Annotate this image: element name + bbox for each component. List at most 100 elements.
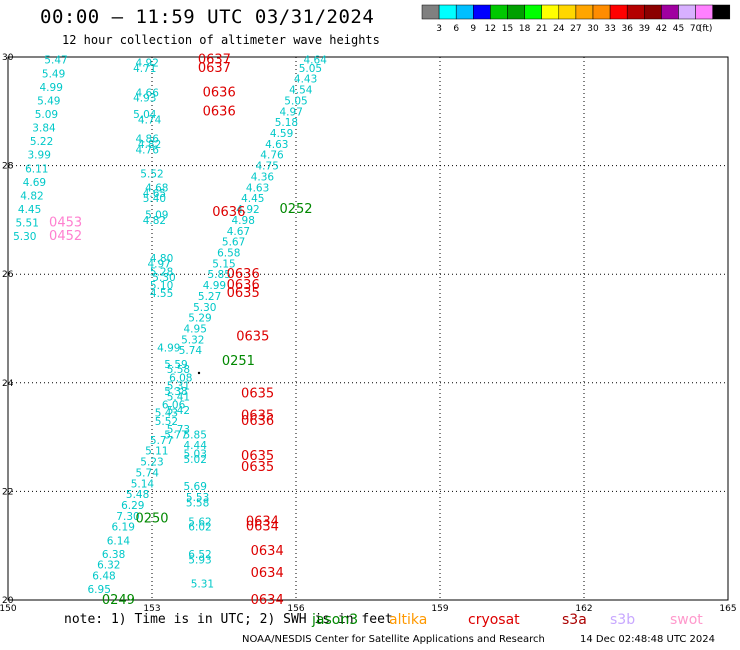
wave-height-label: 5.85 — [184, 429, 207, 441]
wave-height-label: 5.42 — [167, 405, 190, 417]
legend-jason3: jason3 — [312, 612, 359, 628]
x-tick-label: 153 — [143, 604, 160, 614]
wave-height-label: 4.99 — [203, 280, 226, 292]
wave-height-label: 4.92 — [236, 204, 259, 216]
wave-height-label: 4.99 — [157, 343, 180, 355]
colorbar-swatch — [695, 4, 713, 20]
wave-height-label: 6.02 — [188, 522, 211, 534]
pass-time-label: 0637 — [198, 61, 231, 76]
colorbar-label: 24 — [553, 24, 565, 34]
wave-height-label: 5.85 — [208, 269, 231, 281]
wave-height-label: 5.27 — [198, 291, 221, 303]
wave-height-label: 6.29 — [121, 500, 144, 512]
wave-height-label: 4.76 — [260, 150, 284, 162]
wave-height-label: 4.67 — [227, 226, 250, 238]
pass-time-label: 0635 — [241, 449, 274, 464]
colorbar-unit: (ft) — [699, 24, 713, 34]
wave-height-label: 4.98 — [232, 215, 255, 227]
wave-height-label: 4.65 — [143, 188, 166, 200]
legend-swot: swot — [670, 612, 703, 628]
wave-observations: 5.475.494.995.495.093.845.223.996.114.69… — [13, 53, 327, 608]
wave-height-label: 5.59 — [164, 359, 187, 371]
wave-height-label: 4.36 — [251, 171, 275, 183]
footer-note: note: 1) Time is in UTC; 2) SWH is in fe… — [64, 612, 393, 627]
y-tick-label: 24 — [2, 379, 14, 389]
wave-height-label: 5.49 — [42, 68, 65, 80]
wave-height-label: 4.68 — [145, 182, 168, 194]
wave-height-label: 6.38 — [102, 549, 125, 561]
wave-height-label: 4.44 — [184, 440, 208, 452]
wave-height-label: 5.30 — [13, 231, 36, 243]
wave-height-label: 5.05 — [299, 63, 322, 75]
wave-height-label: 5.47 — [44, 55, 67, 67]
wave-height-label: 4.97 — [148, 258, 171, 270]
wave-height-label: 5.10 — [150, 280, 173, 292]
wave-height-label: 4.97 — [280, 106, 303, 118]
wave-height-label: 5.30 — [193, 302, 216, 314]
colorbar-swatch — [626, 4, 645, 20]
wave-height-label: 5.77 — [150, 435, 173, 447]
wave-height-label: 5.52 — [155, 416, 178, 428]
colorbar-label: 45 — [673, 24, 684, 34]
pass-time-label: 0634 — [246, 514, 279, 529]
colorbar-swatch — [490, 4, 508, 20]
colorbar-swatch — [712, 4, 731, 20]
wave-height-label: 5.74 — [136, 467, 160, 479]
pass-time-label: 0635 — [236, 330, 269, 345]
y-tick-label: 30 — [2, 53, 14, 63]
wave-height-label: 5.40 — [143, 193, 166, 205]
colorbar-label: 15 — [502, 24, 513, 34]
pass-time-label: 0635 — [241, 408, 274, 423]
colorbar-swatch — [575, 4, 594, 20]
wave-height-label: 5.62 — [188, 516, 211, 528]
pass-time-label: 0634 — [251, 544, 284, 559]
generated-timestamp: 14 Dec 02:48:48 UTC 2024 — [580, 634, 715, 645]
wave-height-label: 5.52 — [140, 169, 163, 181]
wave-height-label: 5.93 — [188, 554, 211, 566]
wave-height-label: 6.08 — [169, 372, 192, 384]
colorbar-label: 70 — [690, 24, 702, 34]
wave-height-label: 5.11 — [145, 446, 168, 458]
legend-s3a: s3a — [562, 612, 587, 628]
wave-height-label: 6.11 — [25, 163, 48, 175]
colorbar-label: 42 — [656, 24, 667, 34]
pass-time-label: 0634 — [251, 593, 284, 608]
wave-height-label: 6.58 — [217, 247, 240, 259]
wave-height-label: 5.05 — [284, 95, 307, 107]
wave-height-label: 4.64 — [304, 55, 328, 67]
wave-height-label: 5.31 — [191, 579, 214, 591]
colorbar-label: 12 — [485, 24, 496, 34]
colorbar-label: 27 — [570, 24, 581, 34]
map-grid — [8, 57, 728, 600]
wave-height-label: 4.82 — [138, 139, 161, 151]
wave-height-label: 4.82 — [20, 190, 43, 202]
colorbar-label: 3 — [436, 24, 442, 34]
x-axis-ticks: 150 153 156 159 162 165 — [0, 604, 737, 614]
wave-height-label: 5.22 — [30, 136, 53, 148]
legend-cryosat: cryosat — [468, 612, 520, 628]
x-tick-label: 156 — [287, 604, 304, 614]
wave-height-label: 5.67 — [222, 237, 245, 249]
x-tick-label: 150 — [0, 604, 17, 614]
credit-text: NOAA/NESDIS Center for Satellite Applica… — [242, 634, 545, 645]
pass-time-label: 0453 — [49, 216, 82, 231]
pass-time-label: 0249 — [102, 593, 135, 608]
colorbar-swatch — [592, 4, 611, 20]
wave-height-label: 3.84 — [32, 123, 56, 135]
wave-height-label: 5.29 — [188, 313, 211, 325]
colorbar-swatch — [541, 4, 560, 20]
wave-height-label: 4.86 — [136, 133, 160, 145]
y-tick-label: 28 — [2, 162, 14, 172]
pass-time-label: 0452 — [49, 229, 82, 244]
plot-frame — [7, 56, 729, 601]
wave-height-label: 4.95 — [184, 324, 207, 336]
colorbar-swatch — [507, 4, 525, 20]
y-tick-label: 26 — [2, 270, 14, 280]
wave-height-label: 4.71 — [133, 63, 156, 75]
wave-height-label: 4.69 — [23, 177, 46, 189]
y-tick-label: 22 — [2, 487, 13, 497]
wave-height-label: 3.99 — [28, 150, 51, 162]
pass-time-label: 0251 — [222, 354, 255, 369]
wave-height-label: 5.73 — [167, 424, 190, 436]
wave-height-label: 6.19 — [112, 522, 135, 534]
